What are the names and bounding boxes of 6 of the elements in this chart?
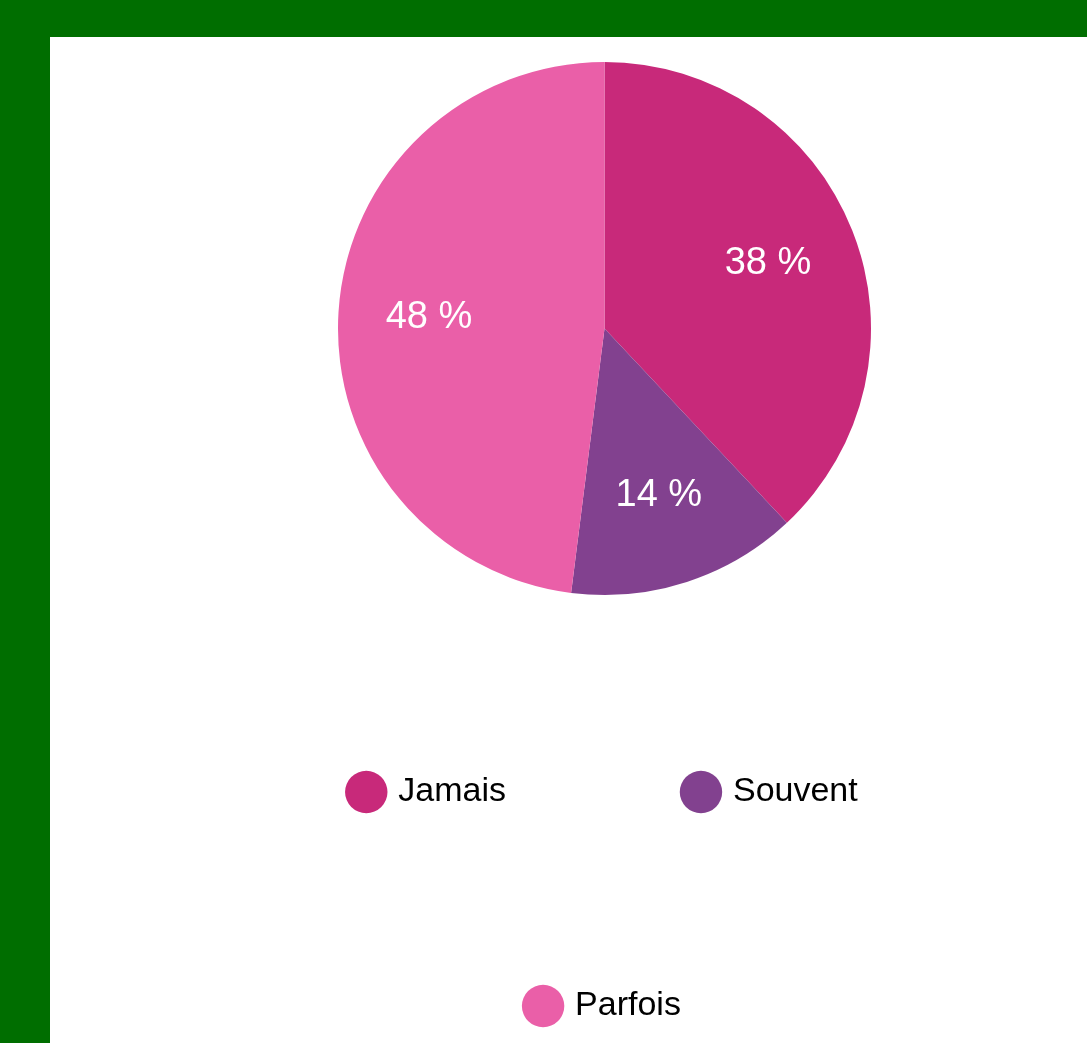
legend-label: Jamais (398, 770, 506, 809)
data-label: 48 % (385, 293, 473, 336)
data-label: 38 % (724, 240, 812, 283)
legend-label: Parfois (575, 984, 681, 1023)
legend-label: Souvent (732, 770, 859, 809)
data-label: 14 % (615, 472, 703, 515)
